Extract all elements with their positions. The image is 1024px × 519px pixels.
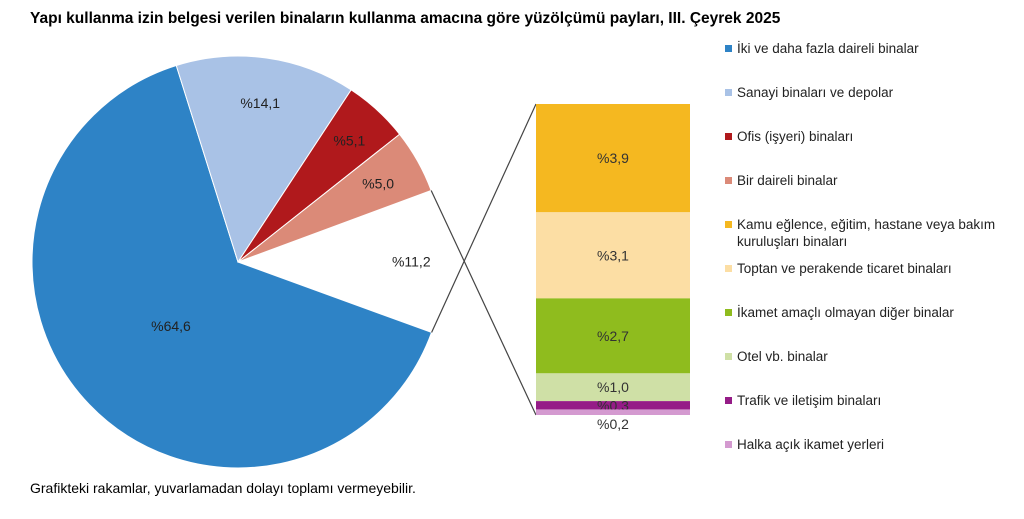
- legend-label: Bir daireli binalar: [737, 173, 838, 188]
- bar-segment: [536, 104, 690, 213]
- bar-segment: [536, 373, 690, 402]
- pie-slice: [175, 55, 352, 264]
- bar-data-label: %3,1: [597, 247, 629, 263]
- legend-item: Bir daireli binalar: [725, 172, 838, 189]
- bar-data-label: %0,3: [597, 397, 629, 413]
- legend-swatch: [725, 309, 732, 316]
- bar-segment: [536, 409, 690, 415]
- legend-label: Toptan ve perakende ticaret binaları: [737, 261, 952, 276]
- pie-data-label: %64,6: [151, 318, 191, 334]
- legend-item: İkamet amaçlı olmayan diğer binalar: [725, 304, 954, 321]
- legend-label: İki ve daha fazla daireli binalar: [737, 41, 919, 56]
- legend-swatch: [725, 45, 732, 52]
- pie-data-label: %14,1: [240, 95, 280, 111]
- legend-label: Ofis (işyeri) binaları: [737, 129, 854, 144]
- bar-segment: [536, 298, 690, 374]
- legend-item: Ofis (işyeri) binaları: [725, 128, 853, 145]
- connector-line: [430, 190, 537, 416]
- legend-item: Trafik ve iletişim binaları: [725, 392, 881, 409]
- legend-swatch: [725, 177, 732, 184]
- pie-slice: [237, 133, 432, 263]
- legend-swatch: [725, 89, 732, 96]
- legend-item: Kamu eğlence, eğitim, hastane veya bakım…: [725, 216, 1007, 250]
- pie-data-label: %11,2: [392, 254, 431, 270]
- legend-item: Toptan ve perakende ticaret binaları: [725, 260, 952, 277]
- legend-label: Sanayi binaları ve depolar: [737, 85, 894, 100]
- legend-swatch: [725, 221, 732, 228]
- pie-data-label: %5,0: [362, 175, 394, 191]
- legend-swatch: [725, 265, 732, 272]
- bar-segment: [536, 212, 690, 299]
- bar-data-label: %3,9: [597, 150, 629, 166]
- legend-label: Otel vb. binalar: [737, 349, 828, 364]
- legend-item: Otel vb. binalar: [725, 348, 828, 365]
- legend-swatch: [725, 353, 732, 360]
- pie-data-label: %5,1: [333, 132, 365, 148]
- legend-label: Kamu eğlence, eğitim, hastane veya bakım…: [737, 217, 996, 249]
- bar-data-label: %1,0: [597, 379, 629, 395]
- legend-swatch: [725, 133, 732, 140]
- pie-slice: [31, 64, 433, 469]
- legend-swatch: [725, 397, 732, 404]
- connector-line: [431, 103, 537, 333]
- legend-swatch: [725, 441, 732, 448]
- bar-data-label: %2,7: [597, 328, 629, 344]
- legend-label: İkamet amaçlı olmayan diğer binalar: [737, 305, 954, 320]
- legend-item: Sanayi binaları ve depolar: [725, 84, 893, 101]
- legend-item: Halka açık ikamet yerleri: [725, 436, 884, 453]
- bar-segment: [536, 401, 690, 410]
- bar-data-label: %0,2: [597, 416, 629, 432]
- legend-item: İki ve daha fazla daireli binalar: [725, 40, 919, 57]
- footnote: Grafikteki rakamlar, yuvarlamadan dolayı…: [30, 480, 416, 496]
- legend-label: Halka açık ikamet yerleri: [737, 437, 885, 452]
- chart-title: Yapı kullanma izin belgesi verilen binal…: [30, 10, 781, 27]
- legend-label: Trafik ve iletişim binaları: [737, 393, 882, 408]
